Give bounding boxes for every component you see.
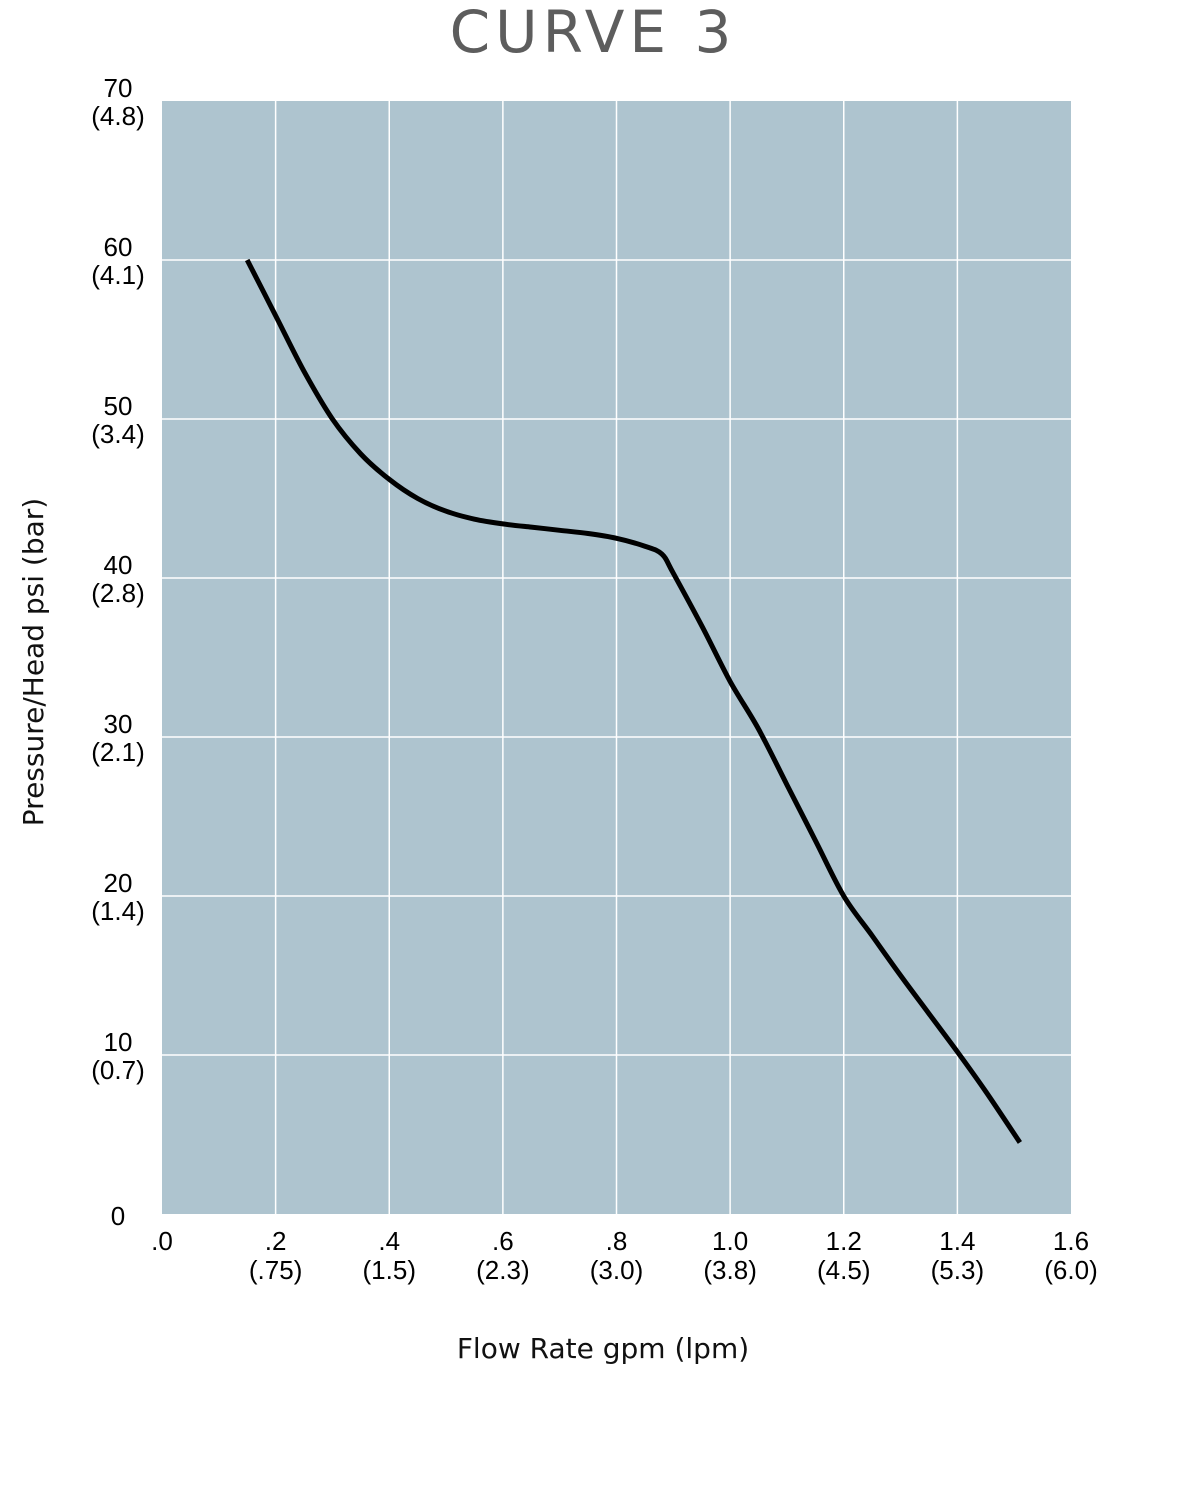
x-tick-label-8: 1.6 — [1053, 1226, 1089, 1256]
grid-lines — [162, 101, 1071, 1214]
x-tick-label-7: 1.4 — [939, 1226, 975, 1256]
y-tick-label-2: 20 — [104, 868, 133, 898]
x-tick-sublabel-4: (3.0) — [590, 1255, 643, 1285]
y-tick-label-4: 40 — [104, 550, 133, 580]
x-tick-sublabel-1: (.75) — [249, 1255, 302, 1285]
x-tick-sublabel-2: (1.5) — [363, 1255, 416, 1285]
x-tick-sublabel-3: (2.3) — [476, 1255, 529, 1285]
x-tick-label-5: 1.0 — [712, 1226, 748, 1256]
y-tick-sublabel-1: (0.7) — [91, 1055, 144, 1085]
y-tick-label-7: 70 — [104, 73, 133, 103]
x-tick-sublabel-8: (6.0) — [1044, 1255, 1097, 1285]
x-axis-ticks: .0 .2(.75) .4(1.5) .6(2.3) .8(3.0) 1.0(3.8) 1.… — [151, 1226, 1098, 1285]
x-tick-sublabel-6: (4.5) — [817, 1255, 870, 1285]
x-axis-label: Flow Rate gpm (lpm) — [457, 1332, 749, 1365]
y-tick-sublabel-6: (4.1) — [91, 260, 144, 290]
y-tick-label-0: 0 — [111, 1201, 125, 1231]
x-tick-label-1: .2 — [265, 1226, 287, 1256]
y-tick-label-3: 30 — [104, 709, 133, 739]
y-tick-sublabel-2: (1.4) — [91, 896, 144, 926]
x-tick-sublabel-5: (3.8) — [703, 1255, 756, 1285]
y-tick-sublabel-4: (2.8) — [91, 578, 144, 608]
y-tick-sublabel-3: (2.1) — [91, 737, 144, 767]
y-axis-label: Pressure/Head psi (bar) — [17, 498, 50, 826]
series-line — [244, 258, 1022, 1144]
y-tick-label-5: 50 — [104, 391, 133, 421]
chart-title: CURVE 3 — [450, 0, 737, 66]
x-tick-sublabel-7: (5.3) — [931, 1255, 984, 1285]
x-tick-label-2: .4 — [378, 1226, 400, 1256]
x-tick-label-3: .6 — [492, 1226, 514, 1256]
x-tick-label-0: .0 — [151, 1226, 173, 1256]
y-tick-label-6: 60 — [104, 232, 133, 262]
y-tick-sublabel-5: (3.4) — [91, 419, 144, 449]
y-tick-label-1: 10 — [104, 1027, 133, 1057]
x-tick-label-4: .8 — [606, 1226, 628, 1256]
y-axis-ticks: 010(0.7)20(1.4)30(2.1)40(2.8)50(3.4)60(4… — [91, 73, 144, 1231]
x-tick-label-6: 1.2 — [826, 1226, 862, 1256]
y-tick-sublabel-7: (4.8) — [91, 101, 144, 131]
